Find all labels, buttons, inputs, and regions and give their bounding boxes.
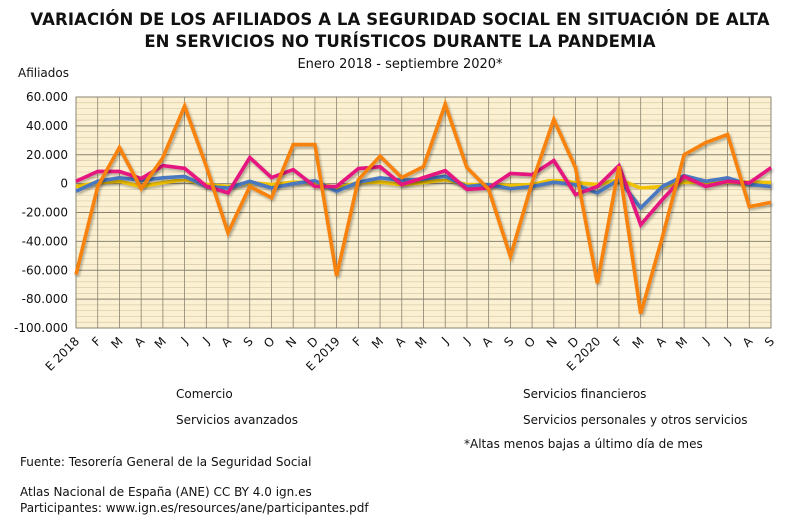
x-tick-label: N — [283, 334, 299, 350]
x-tick-label: A — [392, 334, 408, 350]
x-tick-label: J — [199, 334, 212, 347]
y-tick-label: 40.000 — [26, 119, 68, 133]
y-tick-label: -20.000 — [22, 206, 68, 220]
gridlines — [75, 96, 772, 329]
y-tick-label: 20.000 — [26, 148, 68, 162]
x-tick-label: J — [699, 334, 712, 347]
x-tick-label: O — [522, 334, 539, 351]
x-tick-label: F — [610, 334, 625, 349]
x-tick-label: A — [218, 334, 234, 350]
plot-border — [75, 96, 772, 329]
x-tick-label: J — [438, 334, 451, 347]
legend-label-avanzados: Servicios avanzados — [176, 413, 298, 427]
source-text: Fuente: Tesorería General de la Segurida… — [20, 455, 312, 469]
x-tick-label: S — [762, 334, 777, 349]
x-tick-label: A — [132, 334, 148, 350]
atlas-credit: Atlas Nacional de España (ANE) CC BY 4.0… — [20, 485, 312, 499]
x-tick-label: A — [653, 334, 669, 350]
x-tick-label: M — [412, 334, 429, 351]
x-tick-label: M — [152, 334, 169, 351]
chart-subtitle: Enero 2018 - septiembre 2020* — [297, 57, 503, 72]
x-tick-label: M — [369, 334, 386, 351]
y-tick-label: -40.000 — [22, 234, 68, 248]
x-tick-label: J — [721, 334, 734, 347]
x-tick-label: M — [673, 334, 690, 351]
series-comercio — [74, 98, 772, 315]
x-tick-label: A — [740, 334, 756, 350]
x-tick-label: F — [350, 334, 365, 349]
chart-note: *Altas menos bajas a último día de mes — [464, 437, 703, 451]
legend-label-personales: Servicios personales y otros servicios — [523, 413, 748, 427]
x-tick-label: O — [261, 334, 278, 351]
x-tick-label: J — [460, 334, 473, 347]
y-axis-label: Afiliados — [18, 66, 69, 80]
x-tick-label: M — [630, 334, 647, 351]
y-tick-label: -60.000 — [22, 263, 68, 277]
x-tick-label: A — [479, 334, 495, 350]
y-tick-label: -100.000 — [14, 321, 68, 335]
x-tick-label: F — [89, 334, 104, 349]
y-tick-label: 60.000 — [26, 90, 68, 104]
participants-link[interactable]: Participantes: www.ign.es/resources/ane/… — [20, 501, 369, 515]
x-tick-label: S — [501, 334, 516, 349]
legend-label-comercio: Comercio — [176, 387, 233, 401]
y-tick-label: -80.000 — [22, 292, 68, 306]
x-tick-label: J — [178, 334, 191, 347]
series-servicios-avanzados — [75, 154, 773, 229]
x-tick-label: E 2018 — [43, 334, 83, 374]
y-tick-label: 0 — [60, 177, 68, 191]
chart-title: VARIACIÓN DE LOS AFILIADOS A LA SEGURIDA… — [30, 10, 770, 29]
chart-title-line2: EN SERVICIOS NO TURÍSTICOS DURANTE LA PA… — [144, 32, 656, 51]
legend-label-financieros: Servicios financieros — [523, 387, 647, 401]
x-tick-label: S — [241, 334, 256, 349]
x-tick-label: M — [108, 334, 125, 351]
x-tick-label: N — [544, 334, 560, 350]
